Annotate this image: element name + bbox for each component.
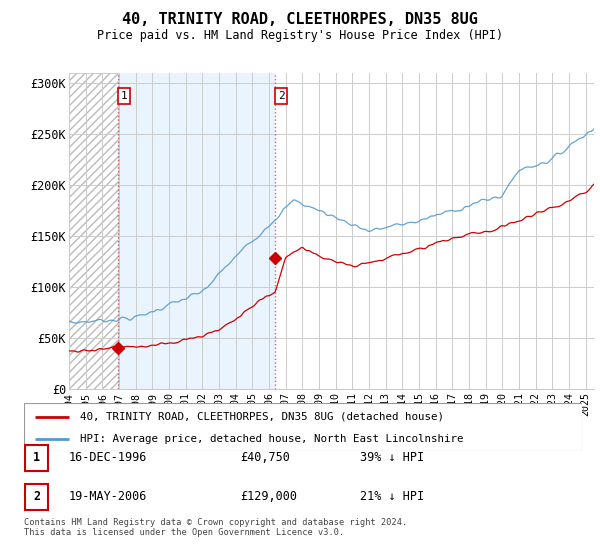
Text: Contains HM Land Registry data © Crown copyright and database right 2024.
This d: Contains HM Land Registry data © Crown c… <box>24 518 407 538</box>
Text: 40, TRINITY ROAD, CLEETHORPES, DN35 8UG: 40, TRINITY ROAD, CLEETHORPES, DN35 8UG <box>122 12 478 27</box>
Text: 19-MAY-2006: 19-MAY-2006 <box>69 491 148 503</box>
Text: 40, TRINITY ROAD, CLEETHORPES, DN35 8UG (detached house): 40, TRINITY ROAD, CLEETHORPES, DN35 8UG … <box>80 412 444 422</box>
Text: 1: 1 <box>33 451 40 464</box>
Bar <box>69 73 118 389</box>
Text: £129,000: £129,000 <box>240 491 297 503</box>
Text: HPI: Average price, detached house, North East Lincolnshire: HPI: Average price, detached house, Nort… <box>80 434 463 444</box>
Bar <box>118 73 275 389</box>
Text: Price paid vs. HM Land Registry's House Price Index (HPI): Price paid vs. HM Land Registry's House … <box>97 29 503 42</box>
Text: 21% ↓ HPI: 21% ↓ HPI <box>360 491 424 503</box>
FancyBboxPatch shape <box>25 484 48 510</box>
Text: £40,750: £40,750 <box>240 451 290 464</box>
FancyBboxPatch shape <box>25 445 48 471</box>
Text: 2: 2 <box>33 491 40 503</box>
Text: 2: 2 <box>278 91 284 101</box>
Text: 1: 1 <box>121 91 128 101</box>
Text: 16-DEC-1996: 16-DEC-1996 <box>69 451 148 464</box>
FancyBboxPatch shape <box>24 403 582 451</box>
Text: 39% ↓ HPI: 39% ↓ HPI <box>360 451 424 464</box>
